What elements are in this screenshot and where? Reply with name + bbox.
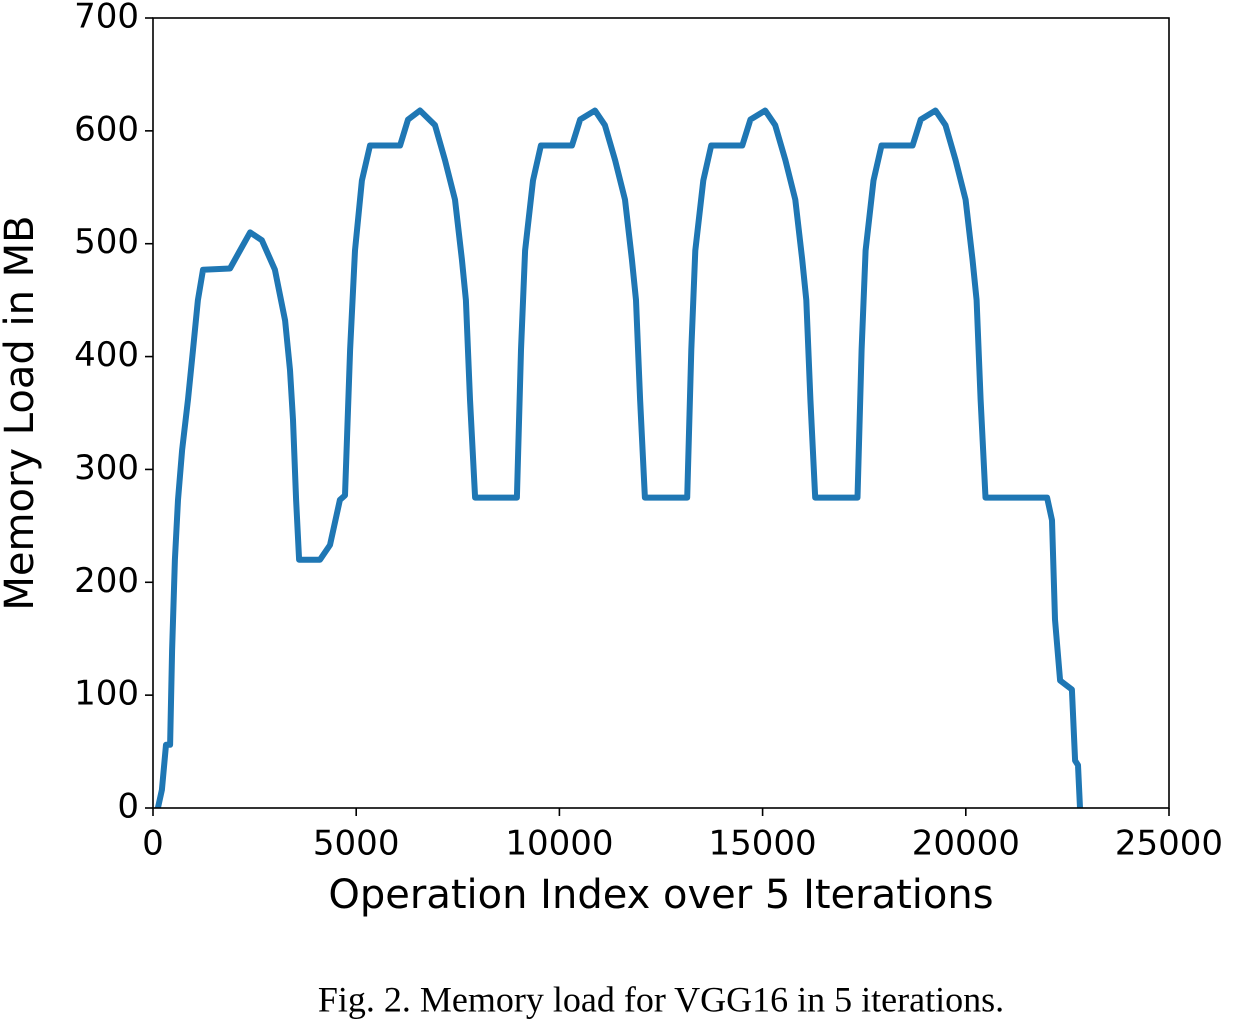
y-tick-label: 100 xyxy=(74,674,139,714)
y-tick-label: 300 xyxy=(74,448,139,488)
x-tick-label: 25000 xyxy=(1115,824,1223,864)
y-axis-label: Memory Load in MB xyxy=(0,215,43,610)
x-tick-label: 5000 xyxy=(313,824,400,864)
y-tick-label: 500 xyxy=(74,222,139,262)
y-tick-label: 0 xyxy=(117,787,139,827)
y-tick-label: 700 xyxy=(74,0,139,37)
x-tick-label: 0 xyxy=(142,824,164,864)
x-tick-label: 20000 xyxy=(912,824,1020,864)
caption: Fig. 2. Memory load for VGG16 in 5 itera… xyxy=(318,979,1004,1019)
y-tick-label: 400 xyxy=(74,335,139,375)
x-axis-label: Operation Index over 5 Iterations xyxy=(328,872,993,918)
x-tick-label: 10000 xyxy=(505,824,613,864)
y-tick-label: 200 xyxy=(74,561,139,601)
plot-frame xyxy=(152,17,1170,809)
x-tick-label: 15000 xyxy=(709,824,817,864)
data-line xyxy=(154,107,1083,809)
y-tick-label: 600 xyxy=(74,109,139,149)
